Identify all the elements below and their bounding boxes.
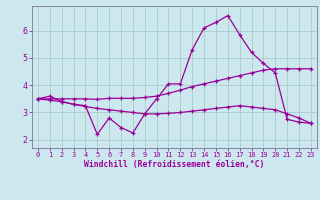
X-axis label: Windchill (Refroidissement éolien,°C): Windchill (Refroidissement éolien,°C)	[84, 160, 265, 169]
